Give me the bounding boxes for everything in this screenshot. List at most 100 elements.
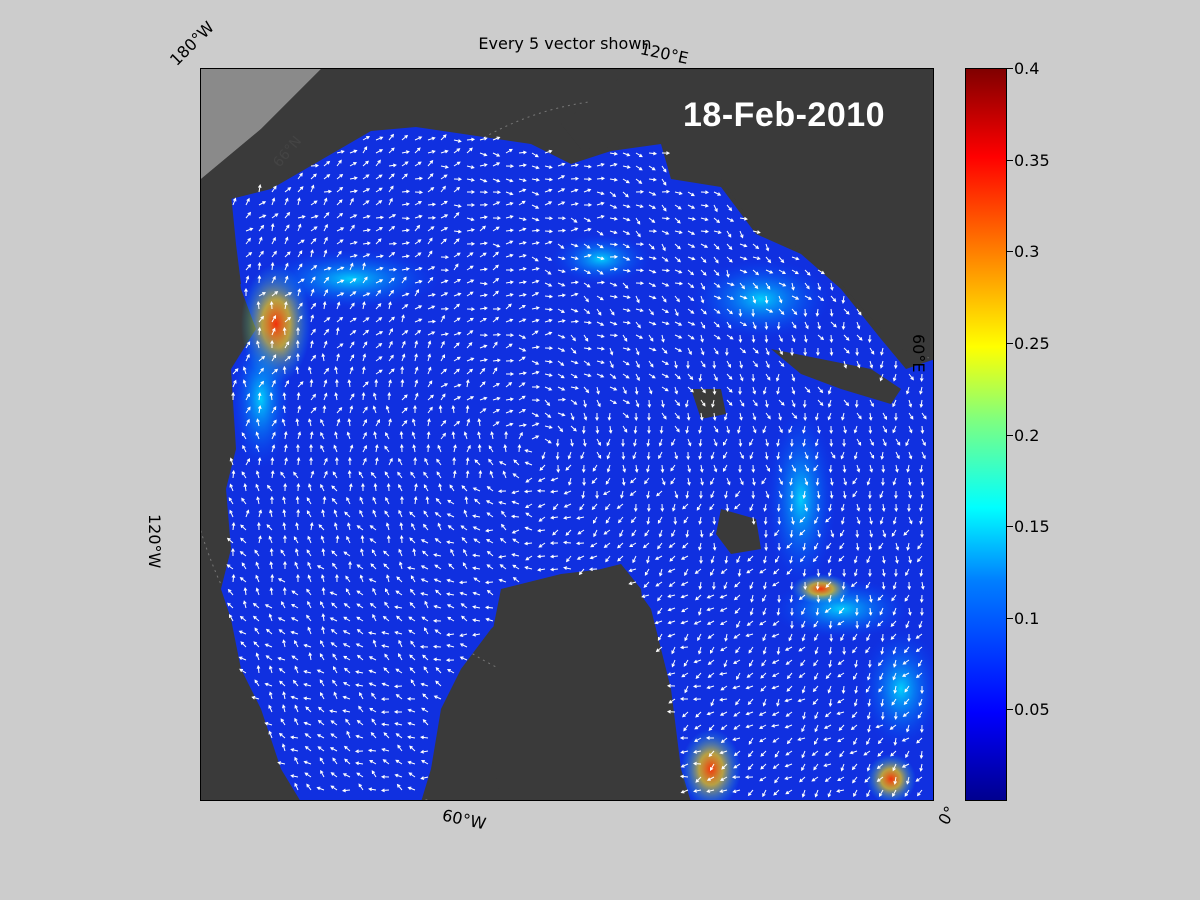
vector-arrow <box>903 646 910 654</box>
vector-arrow <box>420 578 429 583</box>
vector-arrow <box>505 381 513 388</box>
vector-arrow <box>284 197 289 206</box>
vector-arrow <box>710 451 715 460</box>
vector-arrow <box>537 477 546 482</box>
vector-arrow <box>310 214 319 219</box>
vector-arrow <box>700 399 706 407</box>
vector-arrow <box>856 321 861 330</box>
vector-arrow <box>635 178 643 184</box>
vector-arrow <box>765 308 774 313</box>
vector-arrow <box>760 750 767 757</box>
vector-arrow <box>323 379 328 388</box>
vector-arrow <box>297 263 303 271</box>
map-panel[interactable] <box>200 68 934 801</box>
vector-arrow <box>893 659 897 668</box>
vector-arrow <box>432 618 442 623</box>
vector-arrow <box>683 724 689 732</box>
vector-arrow <box>919 763 923 772</box>
vector-arrow <box>362 253 371 258</box>
vector-arrow <box>751 373 756 383</box>
vector-arrow <box>609 386 618 391</box>
vector-arrow <box>229 483 234 492</box>
vector-arrow <box>920 425 925 435</box>
vector-arrow <box>648 191 657 196</box>
vector-arrow <box>804 269 811 276</box>
vector-arrow <box>814 789 819 798</box>
vector-arrow <box>824 711 832 718</box>
vector-arrow <box>336 159 342 167</box>
vector-arrow <box>531 241 540 245</box>
vector-arrow <box>336 239 344 245</box>
vector-arrow <box>309 378 314 388</box>
vector-arrow <box>330 642 338 648</box>
vector-arrow <box>557 425 564 433</box>
vector-arrow <box>517 443 522 453</box>
vector-arrow <box>762 789 767 798</box>
vector-arrow <box>698 607 702 616</box>
vector-arrow <box>310 407 317 414</box>
vector-arrow <box>853 737 858 746</box>
vector-arrow <box>518 431 523 440</box>
vector-arrow <box>563 566 572 570</box>
vector-arrow <box>589 555 598 560</box>
vector-arrow <box>895 451 900 460</box>
vector-arrow <box>837 620 845 626</box>
vector-arrow <box>764 542 768 552</box>
colorbar-tick-label: 0.1 <box>1014 608 1040 628</box>
vector-arrow <box>581 425 586 435</box>
vector-arrow <box>776 438 780 447</box>
vector-arrow <box>255 444 260 453</box>
vector-arrow <box>453 444 457 453</box>
vector-arrow <box>474 459 481 466</box>
vector-arrow <box>739 477 744 486</box>
vector-arrow <box>310 184 315 193</box>
vector-arrow <box>362 341 368 349</box>
vector-arrow <box>920 490 925 500</box>
vector-arrow <box>479 136 488 141</box>
vector-arrow <box>329 617 338 622</box>
vector-arrow <box>492 190 502 195</box>
vector-arrow <box>518 163 527 168</box>
vector-arrow <box>518 217 527 221</box>
vector-arrow <box>868 425 873 435</box>
vector-arrow <box>440 306 450 311</box>
vector-arrow <box>395 733 403 739</box>
date-label: 18-Feb-2010 <box>683 96 886 134</box>
vector-arrow <box>433 695 442 700</box>
vector-arrow <box>880 711 885 721</box>
vector-arrow <box>882 555 886 564</box>
vector-arrow <box>268 691 273 700</box>
vector-arrow <box>408 629 416 635</box>
vector-arrow <box>713 243 720 250</box>
vector-arrow <box>343 655 351 661</box>
vector-arrow <box>765 373 771 381</box>
vector-arrow <box>255 561 260 570</box>
vector-arrow <box>472 591 481 596</box>
vector-arrow <box>531 345 540 350</box>
vector-arrow <box>537 567 546 572</box>
vector-arrow <box>892 607 897 616</box>
vector-arrow <box>386 534 391 544</box>
vector-arrow <box>907 581 912 591</box>
vector-arrow <box>544 412 552 418</box>
vector-arrow <box>544 188 553 193</box>
vector-arrow <box>762 594 767 603</box>
vector-arrow <box>713 321 720 328</box>
vector-arrow <box>388 340 393 349</box>
vector-arrow <box>667 594 676 598</box>
vector-arrow <box>570 243 579 248</box>
vector-arrow <box>557 243 565 249</box>
vector-arrow <box>388 133 395 141</box>
vector-arrow <box>245 197 250 206</box>
vector-arrow <box>706 594 715 599</box>
vector-arrow <box>414 252 422 258</box>
vector-arrow <box>851 763 858 771</box>
vector-arrow <box>544 269 552 275</box>
vector-arrow <box>661 308 670 313</box>
vector-arrow <box>518 227 527 232</box>
vector-arrow <box>440 279 449 284</box>
vector-arrow <box>762 607 767 616</box>
vector-arrow <box>903 529 910 536</box>
vector-arrow <box>492 277 500 284</box>
vector-arrow <box>817 282 822 291</box>
